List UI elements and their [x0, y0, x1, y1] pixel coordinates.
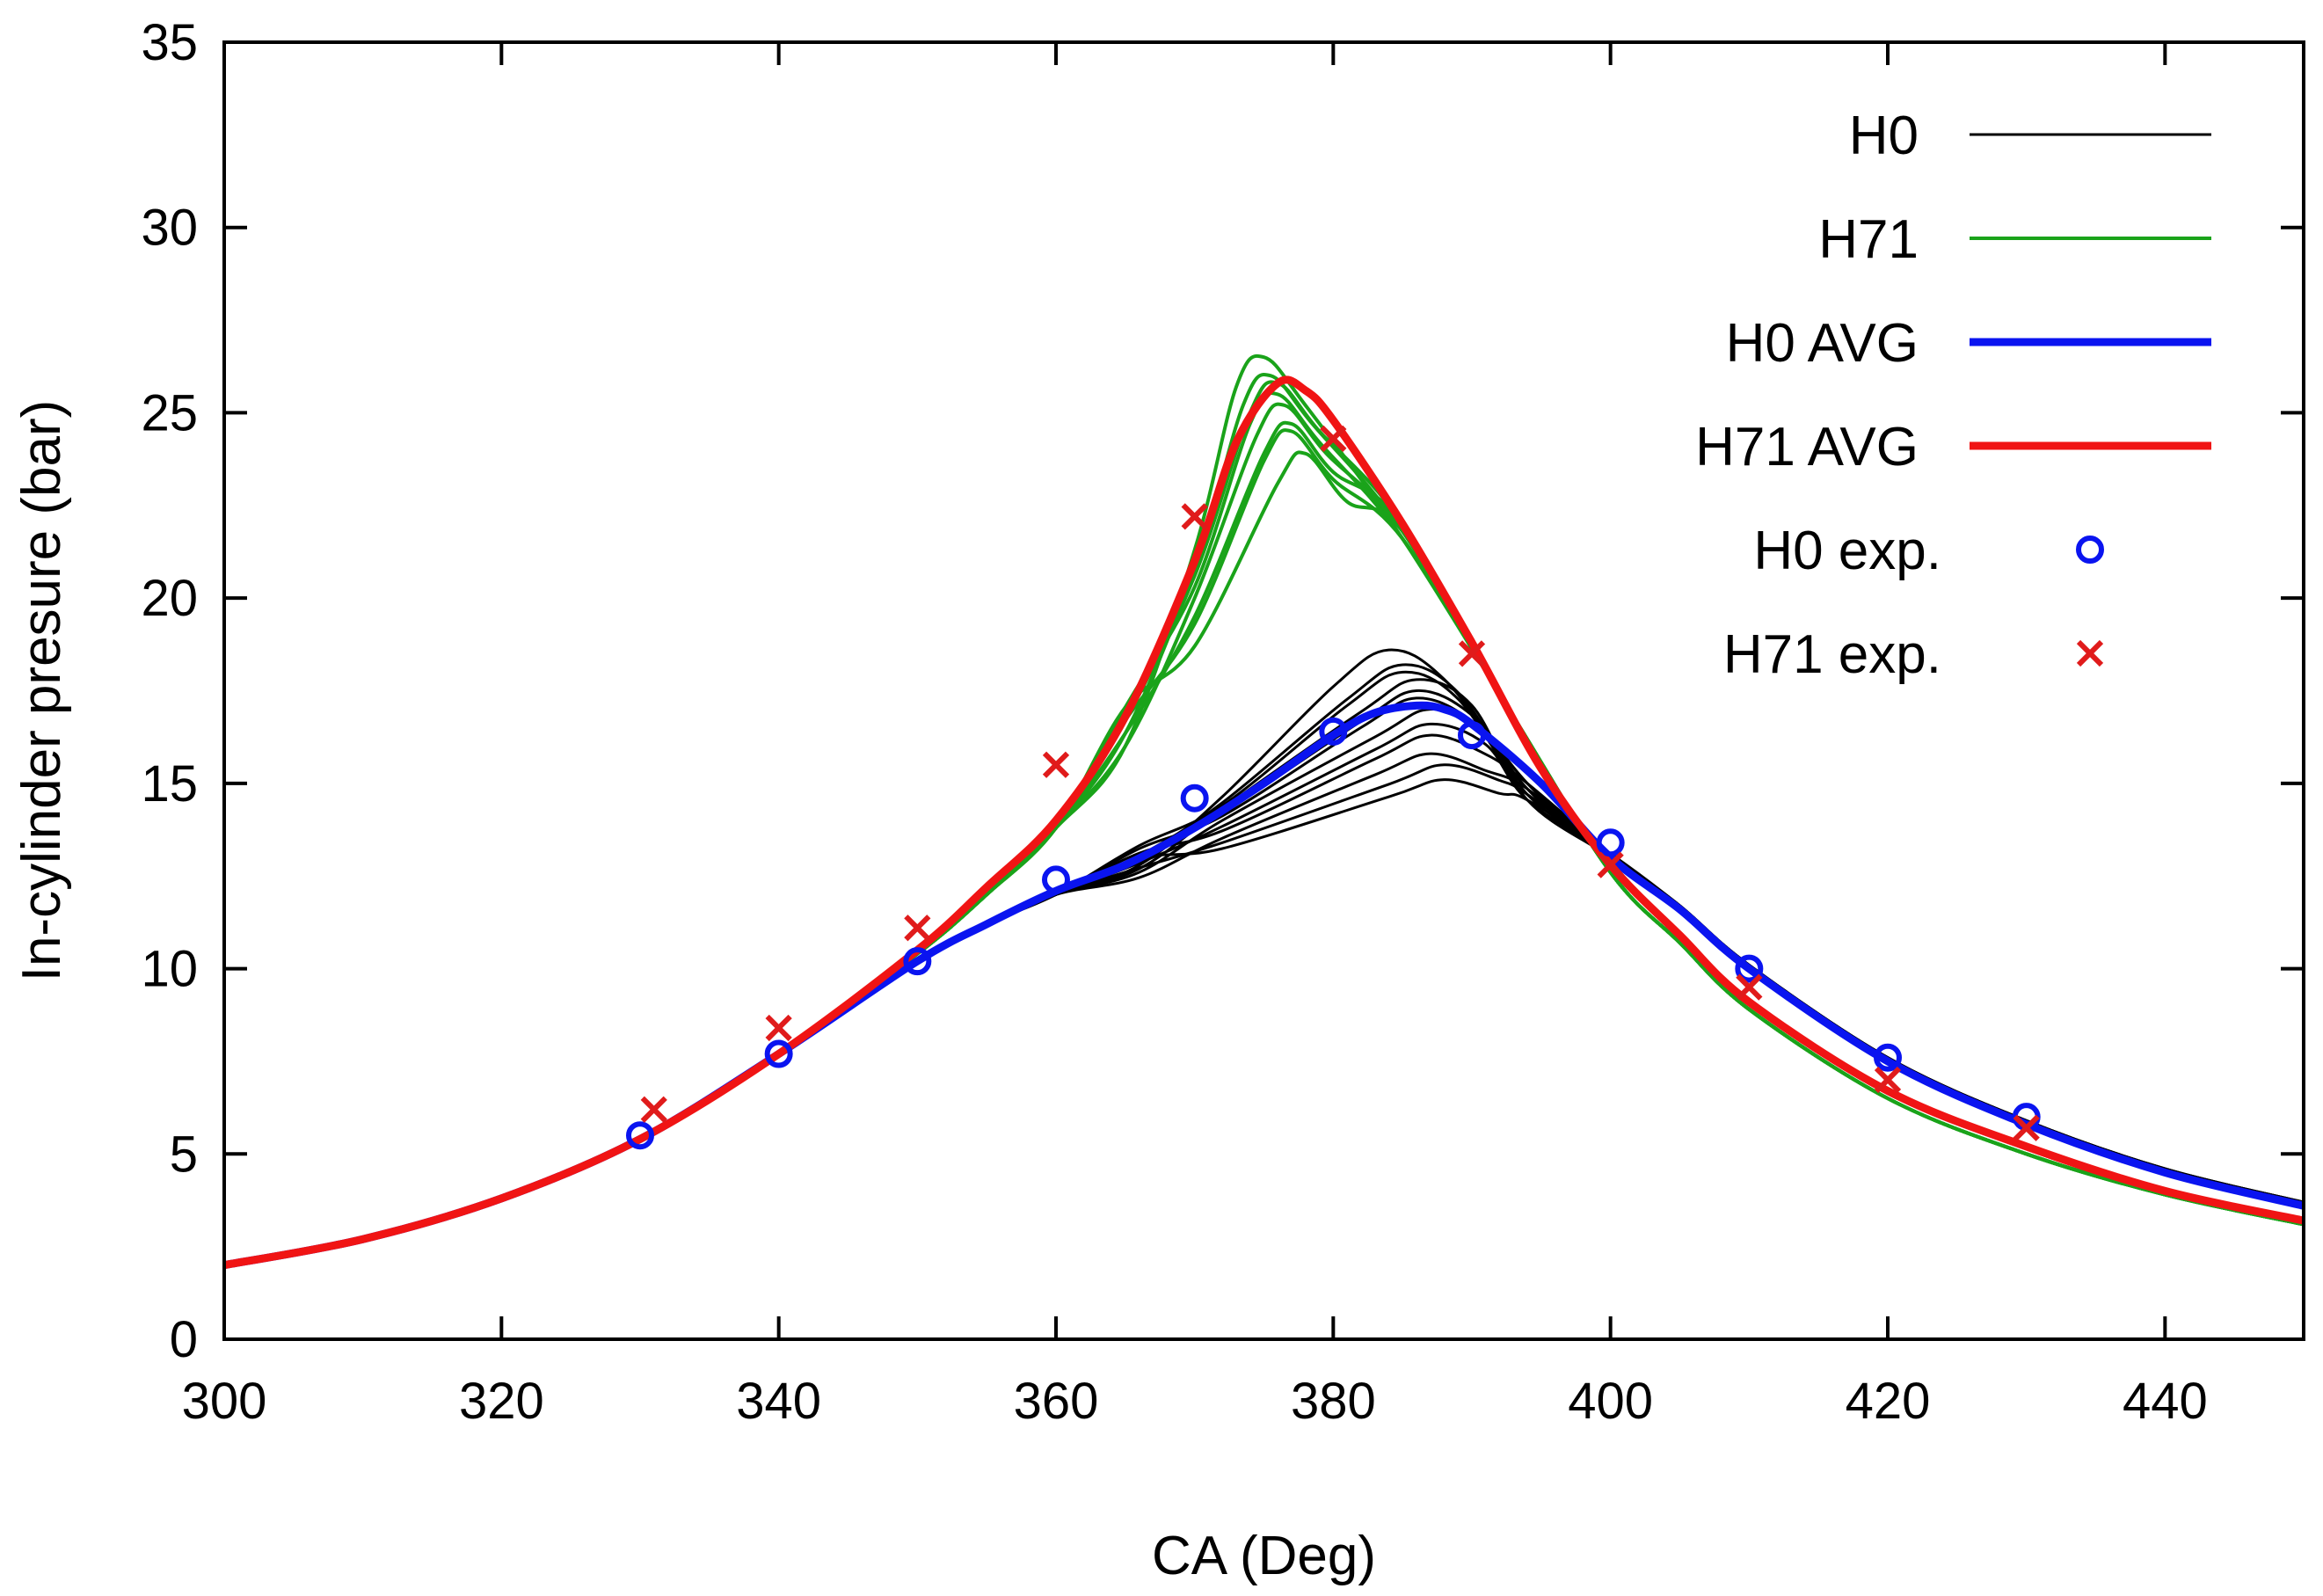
- y-tick-label: 20: [141, 570, 198, 627]
- plot-area: [224, 353, 2304, 1270]
- experimental-markers: [626, 425, 2041, 1150]
- h71-avg-line: [224, 375, 2304, 1270]
- x-tick-label: 400: [1568, 1373, 1653, 1430]
- cycle-curve-h71: [224, 420, 2304, 1267]
- cycle-curve-h0: [224, 778, 2304, 1267]
- h71-exp-point: [1874, 1066, 1902, 1094]
- h71-exp-stroke: [904, 915, 931, 942]
- y-tick-label: 35: [141, 14, 198, 71]
- h71-exp-point: [1597, 851, 1624, 878]
- cycle-curve-h0: [224, 763, 2304, 1267]
- h71-exp-stroke: [1597, 851, 1624, 878]
- legend-item-h71-exp: H71 exp.: [1723, 624, 2104, 685]
- legend-label: H71: [1818, 209, 1919, 270]
- h0-exp-point: [1458, 721, 1486, 750]
- cycle-curve-h0: [224, 670, 2304, 1267]
- x-axis-label: CA (Deg): [1152, 1526, 1376, 1586]
- cycle-curve-h71: [224, 428, 2304, 1267]
- cycle-curve-h71: [224, 450, 2304, 1267]
- h71-exp-stroke: [765, 1014, 792, 1042]
- h71-exp-point: [640, 1096, 667, 1123]
- x-tick-label: 300: [182, 1373, 267, 1430]
- legend-item-h71-avg: H71 AVG: [1695, 417, 2211, 477]
- legend-label: H71 AVG: [1695, 417, 1919, 477]
- series-lines: [224, 353, 2304, 1270]
- cycle-curve-h71: [224, 353, 2304, 1267]
- y-tick-label: 25: [141, 384, 198, 441]
- h71-exp-point: [1458, 640, 1486, 667]
- legend-label: H0: [1849, 106, 1919, 166]
- legend-item-h0-avg: H0 AVG: [1726, 313, 2211, 374]
- legend: H0 H71 H0 AVG H71 AVG H0 exp. H71 exp.: [1695, 106, 2211, 685]
- h71-exp-stroke: [2013, 1114, 2040, 1141]
- y-tick-label: 15: [141, 755, 198, 813]
- legend-label: H0 exp.: [1753, 521, 1941, 581]
- h71-exp-point: [1181, 503, 1208, 530]
- h0-exp-point: [1180, 783, 1209, 813]
- cycle-curve-h0: [224, 648, 2304, 1267]
- cycle-curve-h0: [224, 689, 2304, 1267]
- x-tick-label: 320: [459, 1373, 544, 1430]
- h0-exp-point: [1319, 717, 1348, 746]
- plot-frame: [222, 40, 2305, 1341]
- y-tick-label: 0: [170, 1311, 198, 1368]
- x-tick-label: 420: [1846, 1373, 1931, 1430]
- legend-item-h0-exp: H0 exp.: [1753, 521, 2104, 581]
- x-tick-label: 340: [736, 1373, 821, 1430]
- x-tick-label: 360: [1014, 1373, 1099, 1430]
- h71-exp-point: [1320, 425, 1347, 453]
- h71-exp-stroke: [1181, 503, 1208, 530]
- legend-item-h71: H71: [1818, 209, 2211, 270]
- h71-exp-point: [2013, 1114, 2040, 1141]
- x-tick-label: 440: [2123, 1373, 2208, 1430]
- legend-swatch-circle: [2076, 536, 2104, 564]
- h71-exp-point: [904, 915, 931, 942]
- h0-exp-point: [1596, 828, 1625, 857]
- h0-exp-point: [1042, 865, 1070, 894]
- h71-exp-stroke: [1458, 640, 1486, 667]
- h71-exp-point: [765, 1014, 792, 1042]
- h71-exp-stroke: [1042, 751, 1070, 778]
- h0-exp-point: [1874, 1043, 1902, 1072]
- y-tick-label: 10: [141, 941, 198, 998]
- y-axis-label: In-cylinder presure (bar): [11, 400, 72, 982]
- h71-exp-stroke: [1320, 425, 1347, 453]
- y-tick-label: 30: [141, 200, 198, 257]
- h0-exp-point: [764, 1039, 793, 1068]
- y-tick-label: 5: [170, 1126, 198, 1183]
- h0-exp-point: [903, 947, 932, 976]
- h71-exp-stroke: [1736, 973, 1763, 1001]
- h71-exp-point: [1042, 751, 1070, 778]
- h71-exp-stroke: [640, 1096, 667, 1123]
- legend-label: H0 AVG: [1726, 313, 1919, 374]
- legend-swatch-cross: [2076, 639, 2104, 667]
- h0-exp-point: [626, 1121, 654, 1150]
- h71-exp-point: [1736, 973, 1763, 1001]
- h0-exp-point: [1735, 954, 1764, 983]
- x-tick-label: 380: [1291, 1373, 1376, 1430]
- axes: 300 320 340 360 380 400 420 440 0 5 10 15 20 25 30 35: [141, 14, 2305, 1430]
- legend-label: H71 exp.: [1723, 624, 1941, 685]
- legend-item-h0: H0: [1849, 106, 2211, 166]
- h71-exp-stroke: [1874, 1066, 1902, 1094]
